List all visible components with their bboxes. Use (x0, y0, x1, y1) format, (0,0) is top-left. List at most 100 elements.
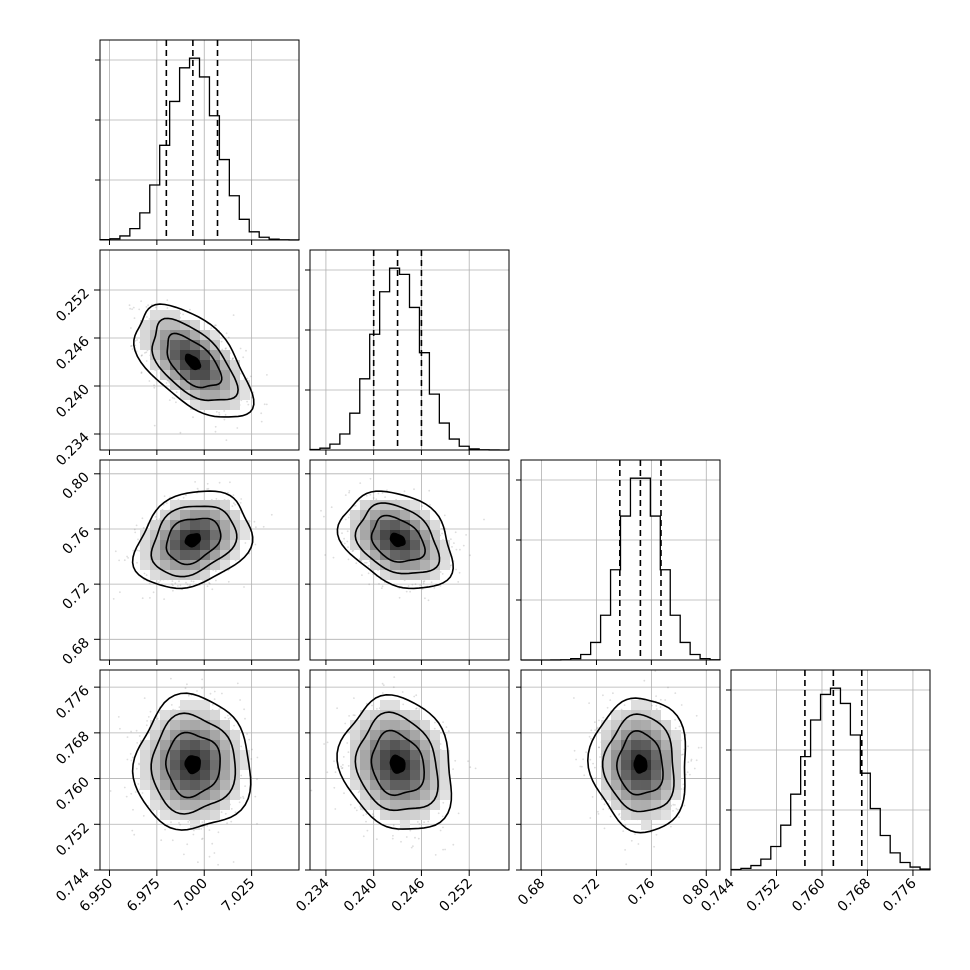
sample-point (131, 829, 134, 832)
sample-point (386, 489, 388, 492)
sample-point (206, 482, 209, 485)
density-cell (350, 780, 360, 790)
density-cell (380, 770, 390, 780)
density-cell (240, 760, 250, 770)
sample-point (459, 548, 461, 551)
sample-point (217, 863, 220, 866)
sample-point (217, 831, 220, 834)
density-cell (150, 720, 160, 730)
sample-point (177, 585, 179, 587)
sample-point (192, 416, 194, 419)
sample-point (336, 707, 338, 710)
sample-point (210, 327, 213, 329)
sample-point (252, 391, 255, 394)
sample-point (346, 742, 349, 744)
sample-point (231, 505, 234, 507)
density-cell (220, 380, 230, 390)
sample-point (240, 498, 243, 500)
density-cell (170, 790, 180, 800)
density-cell (190, 500, 200, 510)
sample-point (409, 590, 411, 593)
density-cell (400, 550, 410, 560)
sample-point (247, 403, 250, 406)
density-cell (380, 790, 390, 800)
sample-point (393, 676, 396, 678)
density-cell (160, 370, 170, 380)
sample-point (423, 821, 425, 824)
sample-point (171, 396, 174, 399)
density-cell (140, 760, 150, 770)
density-cell (370, 550, 380, 560)
density-cell (220, 540, 230, 550)
sample-point (178, 706, 181, 709)
density-cell (440, 540, 450, 550)
density-cell (220, 800, 230, 810)
sample-point (398, 596, 401, 599)
density-cell (210, 330, 220, 340)
sample-point (135, 524, 138, 527)
sample-point (140, 355, 143, 357)
sample-point (156, 717, 159, 720)
sample-point (136, 339, 139, 341)
density-cell (180, 350, 190, 360)
sample-point (147, 304, 150, 307)
sample-point (246, 400, 249, 403)
density-cell (170, 810, 180, 820)
sample-point (341, 767, 343, 770)
sample-point (192, 833, 195, 836)
density-cell (360, 500, 370, 510)
sample-point (249, 375, 252, 378)
sample-point (168, 380, 170, 383)
sample-point (137, 538, 139, 541)
sample-point (354, 807, 356, 809)
density-cell (180, 730, 190, 740)
density-cell (200, 560, 210, 570)
sample-point (141, 597, 144, 600)
density-cell (230, 380, 240, 390)
sample-point (413, 488, 415, 491)
sample-point (376, 708, 378, 710)
sample-point (414, 583, 417, 586)
density-cell (190, 520, 200, 530)
sample-point (359, 482, 362, 484)
sample-point (452, 768, 454, 770)
sample-point (126, 736, 129, 738)
sample-point (220, 340, 223, 343)
sample-point (458, 571, 461, 574)
density-cell (170, 780, 180, 790)
sample-point (348, 491, 350, 494)
density-cell (220, 390, 230, 400)
density-cell (160, 800, 170, 810)
sample-point (392, 824, 395, 827)
sample-point (418, 823, 421, 825)
sample-point (109, 790, 112, 792)
contour-level-3 (336, 490, 455, 590)
density-cell (220, 730, 230, 740)
sample-point (381, 492, 384, 494)
scatter-panel-2-1 (309, 459, 510, 661)
density-cell (170, 560, 180, 570)
density-cell (180, 500, 190, 510)
density-cell (380, 740, 390, 750)
sample-point (347, 546, 349, 548)
panel-frame (730, 669, 931, 871)
sample-point (233, 724, 236, 727)
density-cell (400, 570, 410, 580)
density-cell (400, 530, 410, 540)
sample-point (400, 840, 402, 843)
density-cell (150, 530, 160, 540)
sample-point (149, 710, 152, 713)
sample-point (242, 797, 245, 800)
density-cell (230, 530, 240, 540)
sample-point (454, 759, 457, 762)
density-cell (180, 710, 190, 720)
density-cell (390, 510, 400, 520)
density-cell (180, 780, 190, 790)
sample-point (214, 324, 216, 327)
sample-point (225, 347, 227, 349)
density-cell (220, 520, 230, 530)
density-cell (170, 510, 180, 520)
density-cell (170, 540, 180, 550)
sample-point (402, 703, 405, 706)
sample-point (260, 420, 263, 423)
